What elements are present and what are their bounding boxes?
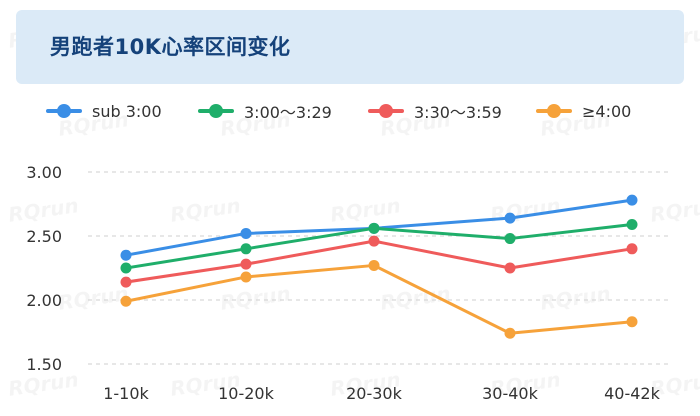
data-point (240, 243, 252, 255)
data-point (240, 271, 252, 283)
grid-layer: 3.00 2.50 2.00 1.50 1-10k 10-20k 20-30k 30-40k 4… (26, 163, 668, 403)
series-line (124, 263, 634, 335)
data-point (368, 259, 380, 271)
y-tick-label: 2.50 (26, 227, 62, 246)
data-point (626, 218, 638, 230)
legend-marker-icon (46, 100, 82, 122)
data-point (240, 227, 252, 239)
legend-label: 3:00～3:29 (244, 103, 332, 122)
data-point (626, 243, 638, 255)
x-tick-label: 10-20k (218, 384, 274, 403)
legend-item: 3:00～3:29 (198, 100, 332, 122)
data-point (120, 276, 132, 288)
data-point (120, 295, 132, 307)
chart-title: 男跑者10K心率区间变化 (50, 35, 291, 59)
legend-label: sub 3:00 (92, 101, 162, 121)
y-tick-label: 2.00 (26, 291, 62, 310)
data-point (120, 249, 132, 261)
legend-marker-icon (198, 100, 234, 122)
data-point (504, 212, 516, 224)
data-point (626, 194, 638, 206)
legend-marker-icon (368, 100, 404, 122)
data-point (504, 327, 516, 339)
series-3 (120, 259, 638, 339)
legend-item: 3:30～3:59 (368, 100, 502, 122)
data-point (120, 262, 132, 274)
x-tick-label: 30-40k (482, 384, 538, 403)
legend-label: 3:30～3:59 (414, 103, 502, 122)
data-point (368, 235, 380, 247)
legend-item: ≥4:00 (536, 100, 631, 122)
series-line (124, 239, 634, 284)
series-2 (120, 235, 638, 288)
data-point (504, 262, 516, 274)
title-banner: 男跑者10K心率区间变化 (16, 10, 684, 84)
data-point (368, 222, 380, 234)
y-tick-label: 1.50 (26, 355, 62, 374)
data-point (626, 316, 638, 328)
x-tick-label: 40-42k (604, 384, 660, 403)
series-1 (120, 218, 638, 274)
data-point (240, 258, 252, 270)
x-tick-label: 20-30k (346, 384, 402, 403)
legend-marker-icon (536, 100, 572, 122)
data-point (504, 233, 516, 245)
legend-label: ≥4:00 (582, 101, 632, 121)
x-tick-label: 1-10k (103, 384, 149, 403)
legend-item: sub 3:00 (46, 100, 162, 122)
y-tick-label: 3.00 (26, 163, 62, 182)
